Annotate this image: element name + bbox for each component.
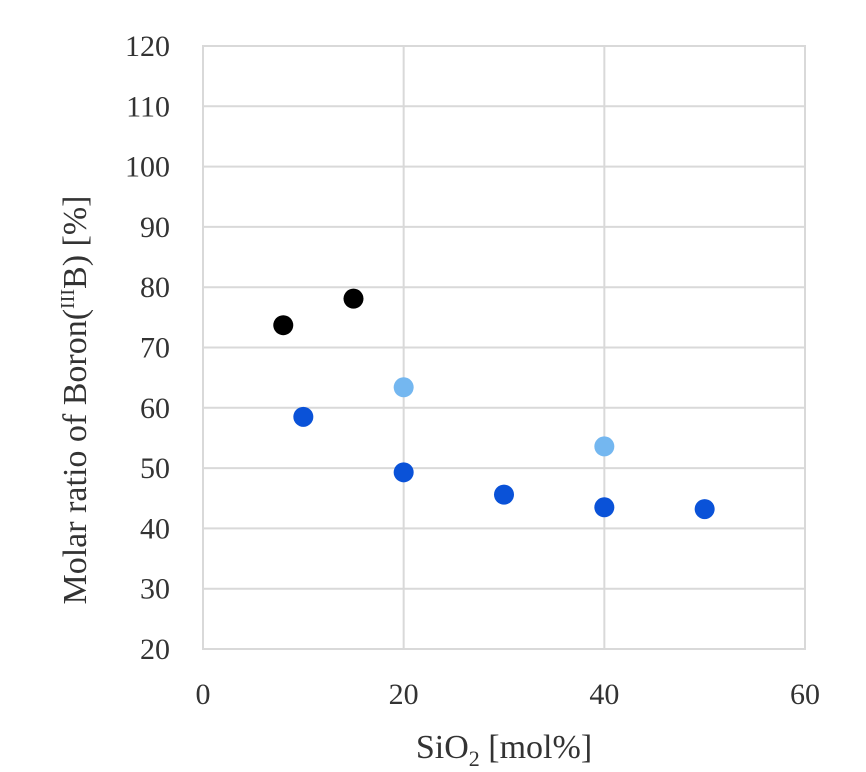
data-point: [594, 497, 615, 518]
data-point: [273, 315, 294, 336]
y-tick-label: 100: [125, 151, 170, 184]
y-tick-label: 20: [140, 633, 170, 666]
data-point: [393, 377, 414, 398]
data-point: [594, 436, 615, 457]
data-point: [494, 484, 514, 505]
x-tick-label: 0: [196, 678, 211, 711]
y-tick-label: 60: [140, 392, 170, 425]
x-axis-title-subscript: 2: [469, 746, 480, 771]
y-axis-title-superscript: III: [57, 289, 79, 309]
x-tick-labels: 0 20 40 60: [196, 678, 821, 711]
y-axis-title-suffix: B) [%]: [57, 196, 94, 289]
y-tick-label: 110: [126, 90, 170, 123]
x-axis-title-suffix: [mol%]: [480, 729, 592, 766]
y-tick-label: 40: [140, 512, 170, 545]
data-point: [694, 499, 715, 520]
grid-lines: [202, 45, 806, 650]
y-tick-label: 80: [140, 271, 170, 304]
y-tick-label: 120: [125, 30, 170, 63]
y-tick-label: 30: [140, 573, 170, 606]
x-tick-label: 40: [589, 678, 619, 711]
y-tick-label: 70: [140, 332, 170, 365]
y-axis-title: Molar ratio of Boron(IIIB) [%]: [57, 196, 94, 605]
x-axis-title-base: SiO: [416, 729, 469, 766]
data-points: [273, 288, 715, 520]
data-point: [343, 288, 364, 309]
data-point: [293, 406, 314, 427]
x-tick-label: 60: [790, 678, 820, 711]
y-axis-title-prefix: Molar ratio of Boron(: [57, 309, 94, 605]
plot-area-frame: [202, 45, 806, 650]
y-tick-labels: 20 30 40 50 60 70 80 90 100 110 120: [125, 30, 170, 666]
y-tick-label: 90: [140, 211, 170, 244]
data-point: [393, 462, 414, 483]
x-tick-label: 20: [389, 678, 419, 711]
y-tick-label: 50: [140, 452, 170, 485]
x-axis-title: SiO2 [mol%]: [416, 729, 592, 771]
